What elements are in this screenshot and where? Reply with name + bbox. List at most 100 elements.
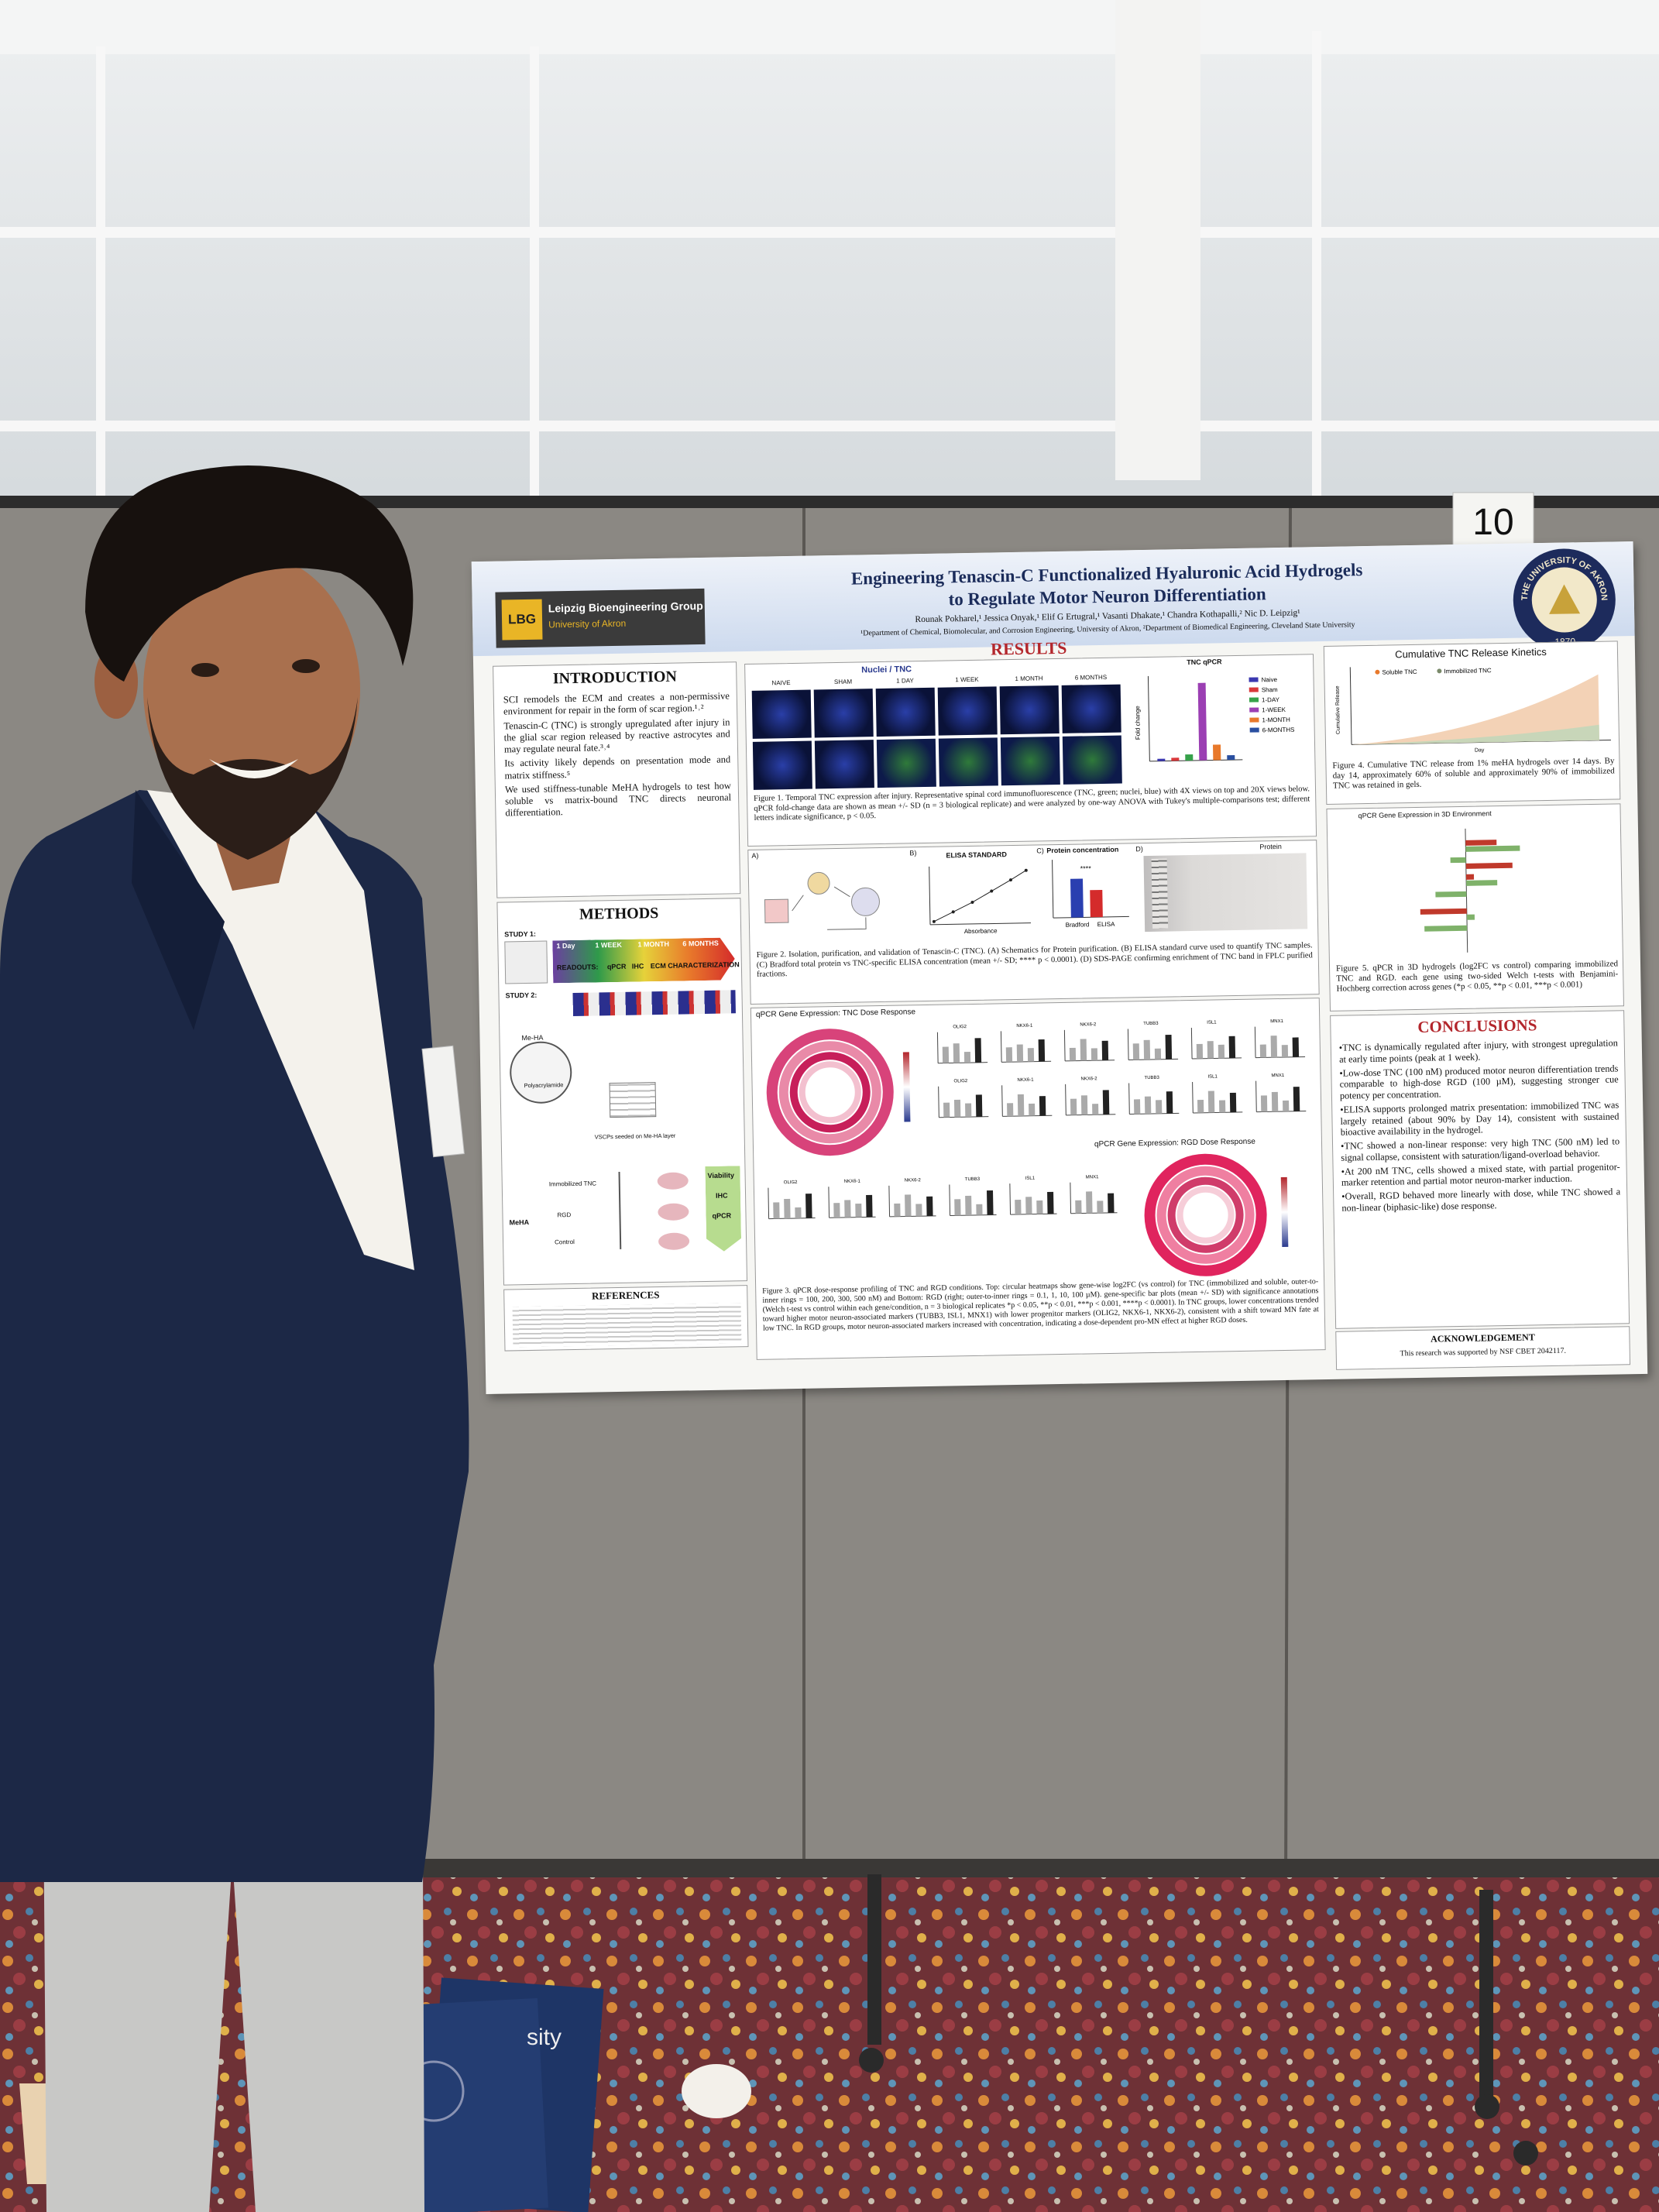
micrograph-grid <box>751 684 1125 793</box>
placard <box>1452 492 1534 548</box>
bar <box>1080 1095 1088 1115</box>
colorbar <box>1280 1176 1289 1248</box>
gel-image <box>1143 853 1308 933</box>
bar <box>1069 1047 1077 1061</box>
bar <box>1092 1104 1099 1115</box>
bullet: •At 200 nM TNC, cells showed a mixed sta… <box>1341 1160 1620 1188</box>
gene-bar-plots: OLIG2 NKX6-1 NKX6-2 TUBB3 ISL1 MNX1 <box>768 1175 1118 1220</box>
logo: LBG Leipzig Bioengineering Group Univers… <box>495 588 706 648</box>
acknowledgement-box: ACKNOWLEDGEMENT This research was suppor… <box>1335 1326 1631 1370</box>
micrograph <box>875 687 936 737</box>
bar <box>1133 1099 1141 1115</box>
smile <box>209 759 298 778</box>
bar <box>987 1190 994 1215</box>
figure-5: qPCR Gene Expression in 3D Environment F… <box>1326 803 1624 1012</box>
chart-title: qPCR Gene Expression: RGD Dose Response <box>1094 1137 1255 1149</box>
seeding-label: VSCPs seeded on Me-HA layer <box>594 1132 676 1141</box>
bar <box>1157 758 1166 761</box>
micrograph <box>937 686 998 736</box>
university-seal: THE UNIVERSITY OF AKRON 1870 <box>1513 548 1616 651</box>
bar <box>795 1207 802 1219</box>
bar <box>1070 1098 1077 1115</box>
logo-name: Leipzig Bioengineering Group <box>548 599 703 615</box>
bar <box>926 1196 933 1217</box>
panel-rail <box>0 496 1659 508</box>
micrograph <box>1062 735 1122 785</box>
legend-label: 1-MONTH <box>1262 716 1290 724</box>
bullet: •TNC is dynamically regulated after inju… <box>1338 1037 1618 1065</box>
bar <box>1075 1200 1082 1214</box>
figure-4: Cumulative TNC Release Kinetics Soluble … <box>1323 641 1621 805</box>
bar <box>1029 1103 1036 1116</box>
micrograph <box>938 737 998 787</box>
protein-chart: **** Bradford ELISA <box>1052 860 1129 929</box>
placard-number: 10 <box>1472 502 1513 543</box>
bar <box>1219 1100 1226 1113</box>
gene-bar-plots: OLIG2 OLIG2 NKX6-1 NKX6-1 NKX6-2 NKX6-2 TUBB3 T… <box>936 1019 1307 1118</box>
bar <box>1185 754 1194 761</box>
legend-swatch <box>1249 717 1259 723</box>
axis <box>1070 1182 1072 1214</box>
protocol-strip <box>572 990 736 1016</box>
figure-2: A) B) C) D) ELISA STANDARD Absorbance Pr… <box>747 840 1320 1005</box>
bar <box>1005 1047 1013 1063</box>
purification-schematic <box>764 871 880 930</box>
bar <box>1465 874 1475 880</box>
conclusions-box: CONCLUSIONS •TNC is dynamically regulate… <box>1330 1010 1630 1329</box>
poster: LBG Leipzig Bioengineering Group Univers… <box>471 541 1648 1395</box>
chart-title: Protein concentration <box>1046 845 1119 855</box>
bar <box>844 1200 851 1218</box>
bar <box>805 1194 812 1218</box>
bar <box>784 1198 791 1219</box>
bar <box>1017 1094 1025 1116</box>
bar <box>1270 1036 1278 1058</box>
bar <box>1039 1096 1046 1116</box>
bar <box>974 1038 982 1063</box>
bar <box>1465 845 1520 852</box>
axis <box>1009 1183 1012 1215</box>
gene-label: OLIG2 <box>953 1079 967 1084</box>
person <box>0 465 469 2212</box>
panel-label: C) <box>1036 847 1044 855</box>
bar <box>1420 908 1467 915</box>
gene-label: MNX1 <box>1271 1073 1284 1078</box>
micrograph <box>1061 684 1121 733</box>
bar <box>1156 1100 1163 1114</box>
bar <box>1259 1044 1267 1058</box>
panel-label: B) <box>909 849 917 857</box>
axis <box>1255 1080 1257 1112</box>
bar <box>773 1202 780 1219</box>
bar <box>1465 840 1497 846</box>
window-mullions <box>0 31 1659 511</box>
chart-title: qPCR Gene Expression: TNC Dose Response <box>755 1008 916 1019</box>
chart-title: qPCR Gene Expression in 3D Environment <box>1358 809 1492 820</box>
legend-swatch <box>1249 677 1259 682</box>
legend-label: 1-DAY <box>1262 696 1280 703</box>
assay: IHC <box>715 1191 728 1200</box>
eye <box>292 659 320 673</box>
axis <box>768 1187 770 1219</box>
eye <box>191 663 219 677</box>
bar <box>965 1195 972 1216</box>
area <box>1352 674 1599 745</box>
bar <box>1229 1092 1237 1113</box>
lid <box>682 2064 751 2118</box>
gene-label: OLIG2 <box>784 1180 798 1185</box>
gene-label: ISL1 <box>1207 1020 1217 1025</box>
bullet: •ELISA supports prolonged matrix present… <box>1340 1099 1620 1138</box>
axis <box>1192 1082 1194 1114</box>
figure-caption: Figure 4. Cumulative TNC release from 1%… <box>1332 756 1615 792</box>
bar <box>1207 1041 1214 1059</box>
bar <box>1036 1200 1043 1214</box>
meha-label: MeHA <box>509 1218 530 1227</box>
bar <box>1293 1087 1300 1111</box>
bar <box>1281 1045 1289 1058</box>
bar <box>855 1204 862 1218</box>
bar <box>953 1099 961 1118</box>
layer-label: Me-HA <box>521 1033 544 1042</box>
group-label: Immobilized TNC <box>548 1180 597 1188</box>
bar <box>1086 1191 1093 1214</box>
legend-swatch <box>1249 727 1259 733</box>
figure-caption: Figure 5. qPCR in 3D hydrogels (log2FC v… <box>1335 959 1619 994</box>
assay: Viability <box>707 1171 735 1180</box>
